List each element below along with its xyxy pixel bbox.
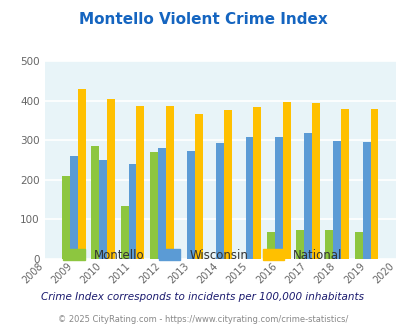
Bar xyxy=(91,146,99,259)
Bar xyxy=(362,142,370,259)
Bar xyxy=(78,89,85,259)
Bar xyxy=(187,151,194,259)
Bar xyxy=(274,138,282,259)
Bar xyxy=(282,102,290,259)
Legend: Montello, Wisconsin, National: Montello, Wisconsin, National xyxy=(58,244,347,266)
Bar xyxy=(245,138,253,259)
Text: Montello Violent Crime Index: Montello Violent Crime Index xyxy=(79,12,326,26)
Bar xyxy=(354,232,362,259)
Bar xyxy=(99,160,107,259)
Bar xyxy=(128,164,136,259)
Bar xyxy=(165,106,173,259)
Bar xyxy=(62,176,70,259)
Text: © 2025 CityRating.com - https://www.cityrating.com/crime-statistics/: © 2025 CityRating.com - https://www.city… xyxy=(58,315,347,324)
Bar xyxy=(325,230,333,259)
Bar xyxy=(149,152,158,259)
Bar xyxy=(341,109,348,259)
Bar xyxy=(216,143,224,259)
Bar xyxy=(266,232,274,259)
Bar xyxy=(194,114,202,259)
Bar xyxy=(333,141,341,259)
Bar xyxy=(120,206,128,259)
Bar xyxy=(311,103,319,259)
Bar xyxy=(70,156,78,259)
Bar xyxy=(370,109,377,259)
Bar xyxy=(107,99,115,259)
Bar xyxy=(303,133,311,259)
Bar xyxy=(136,106,144,259)
Text: Crime Index corresponds to incidents per 100,000 inhabitants: Crime Index corresponds to incidents per… xyxy=(41,292,364,302)
Bar xyxy=(253,107,261,259)
Bar xyxy=(224,110,232,259)
Bar xyxy=(296,230,303,259)
Bar xyxy=(158,148,165,259)
